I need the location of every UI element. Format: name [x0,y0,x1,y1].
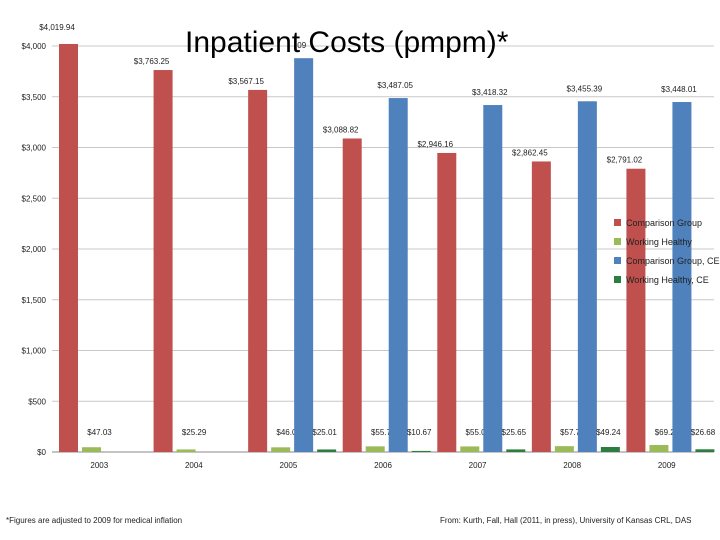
bar [672,102,692,453]
bar [437,152,457,452]
legend-item-working-healthy-ce: Working Healthy, CE [614,270,720,289]
bar [176,449,196,452]
data-label: $25.01 [312,428,337,437]
bar [82,447,101,452]
data-label: $25.65 [502,428,527,437]
bar [342,138,362,452]
data-label: $2,791.02 [607,156,643,165]
data-label: $46.05 [276,428,301,437]
legend-label: Comparison Group, CE [626,255,720,266]
legend-swatch [614,238,621,245]
bar [317,449,337,452]
legend-swatch [614,276,621,283]
data-label: $3,455.39 [567,84,603,93]
y-tick-label: $0 [37,448,46,457]
x-tick-label: 2009 [658,461,676,470]
y-tick-label: $3,000 [22,144,47,153]
data-label: $49.24 [596,428,621,437]
data-label: $55.73 [371,428,396,437]
legend-item-comparison-group-ce: Comparison Group, CE [614,251,720,270]
bar [695,449,715,452]
y-tick-label: $4,000 [22,42,47,51]
bar [365,446,385,452]
bar [153,70,173,453]
bar [460,446,480,452]
bar [577,101,597,452]
legend-swatch [614,257,621,264]
data-label: $3,448.01 [661,85,697,94]
data-label: $2,946.16 [417,140,453,149]
data-label: $10.67 [407,428,432,437]
bar [411,450,431,452]
y-tick-label: $2,000 [22,245,47,254]
data-label: $2,862.45 [512,148,548,157]
bar [626,168,646,452]
source-note: From: Kurth, Fall, Hall (2011, in press)… [440,516,692,525]
data-label: $47.03 [87,428,112,437]
data-label: $26.68 [691,428,716,437]
legend-label: Comparison Group [626,217,703,228]
bar [554,446,574,452]
bar [248,89,268,453]
data-label: $3,567.15 [228,77,264,86]
x-tick-label: 2007 [469,461,487,470]
y-tick-label: $1,000 [22,347,47,356]
legend-item-working-healthy: Working Healthy [614,232,720,251]
bar [294,58,314,453]
data-label: $3,088.82 [323,125,359,134]
legend: Comparison Group Working Healthy Compari… [614,213,720,289]
x-tick-label: 2005 [280,461,298,470]
data-label: $3,487.05 [377,81,413,90]
bar [506,449,526,452]
bar [531,161,551,453]
legend-label: Working Healthy, CE [626,274,709,285]
bar [600,447,620,452]
x-tick-label: 2006 [374,461,392,470]
x-tick-label: 2004 [185,461,203,470]
data-label: $3,418.32 [472,88,508,97]
data-label: $4,019.94 [39,23,75,32]
y-tick-label: $500 [28,397,46,406]
chart-title: Inpatient Costs (pmpm)* [185,26,509,59]
bar [388,98,408,452]
data-label: .09 [295,41,307,50]
data-label: $57.76 [560,428,585,437]
data-label: $3,763.25 [134,57,170,66]
bar [59,43,78,453]
legend-swatch [614,219,621,226]
bar [483,105,503,452]
data-label: $55.03 [466,428,491,437]
x-tick-label: 2008 [563,461,581,470]
x-tick-label: 2003 [90,461,108,470]
footnote: *Figures are adjusted to 2009 for medica… [6,516,183,525]
data-label: $69.26 [655,428,680,437]
data-label: $25.29 [182,428,207,437]
bar [649,444,669,452]
y-tick-label: $2,500 [22,194,47,203]
y-tick-label: $1,500 [22,296,47,305]
legend-label: Working Healthy [626,236,692,247]
bar [271,447,291,452]
y-tick-label: $3,500 [22,93,47,102]
legend-item-comparison-group: Comparison Group [614,213,720,232]
